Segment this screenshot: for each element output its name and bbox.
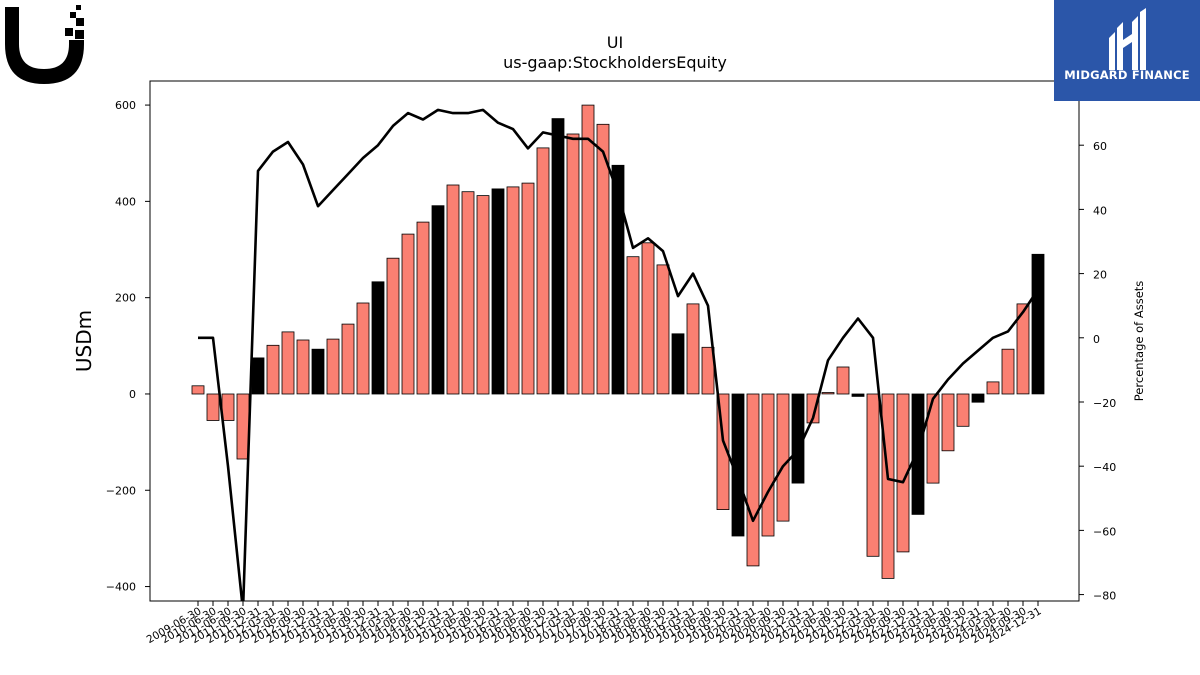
plot-frame	[149, 80, 1080, 602]
bar-2022-09-30	[896, 393, 910, 553]
bar-2009-06-30	[191, 385, 205, 395]
bar-2020-09-30	[776, 393, 790, 522]
x-axis: 2009-06-302010-06-302011-06-302011-09-30…	[145, 601, 1044, 646]
bar-2011-06-30	[221, 393, 235, 421]
y2-tick-label: 0	[1093, 333, 1100, 346]
y-tick-label: 600	[115, 99, 136, 112]
bar-2024-09-30	[1016, 303, 1030, 395]
bar-2011-09-30	[236, 393, 250, 460]
bar-2011-12-31	[251, 357, 265, 395]
bar-2018-06-30	[641, 242, 655, 395]
bar-2021-09-30	[836, 366, 850, 395]
bar-2015-12-31	[491, 188, 505, 395]
bar-2016-12-31	[551, 118, 565, 395]
bar-2018-09-30	[656, 264, 670, 395]
y-tick-label: −400	[106, 581, 136, 594]
bar-2023-03-31	[926, 393, 940, 484]
brand-logo: MIDGARD FINANCE	[1054, 0, 1200, 101]
y-tick-label: 200	[115, 292, 136, 305]
chart-title: UI	[607, 33, 623, 52]
bar-2016-03-31	[506, 186, 520, 395]
bar-2012-09-30	[296, 339, 310, 395]
y2-tick-label: 20	[1093, 269, 1107, 282]
bar-2014-03-31	[386, 257, 400, 395]
bar-2020-03-31	[746, 393, 760, 567]
bar-2014-06-30	[401, 233, 415, 395]
y2-tick-label: 60	[1093, 140, 1107, 153]
y2-tick-label: −40	[1093, 461, 1116, 474]
y2-tick-label: −60	[1093, 525, 1116, 538]
bar-2023-12-31	[971, 393, 985, 403]
bar-2014-12-31	[431, 205, 445, 395]
bar-2013-09-30	[356, 302, 370, 395]
bar-2021-06-30	[821, 392, 835, 395]
bar-2024-03-31	[986, 381, 1000, 395]
company-logo	[5, 5, 84, 84]
bar-2021-12-31	[851, 393, 865, 397]
brand-mark-icon	[1109, 8, 1146, 70]
y-tick-label: 0	[129, 388, 136, 401]
percentage-of-assets-line	[198, 108, 1040, 601]
bar-2010-06-30	[206, 393, 220, 421]
y2-tick-label: 40	[1093, 204, 1107, 217]
bar-2021-03-31	[806, 393, 820, 424]
y-axis-label: USDm	[72, 310, 96, 372]
bar-2023-09-30	[956, 393, 970, 427]
bar-2012-03-31	[266, 344, 280, 395]
bar-2023-06-30	[941, 393, 955, 452]
bar-2016-09-30	[536, 147, 550, 395]
y2-tick-label: −20	[1093, 397, 1116, 410]
bar-2022-03-31	[866, 393, 880, 557]
bar-2018-12-31	[671, 333, 685, 395]
y-axis-left: −400 −200 0 200 400 600	[106, 99, 150, 594]
y-tick-label: 400	[115, 195, 136, 208]
bar-2024-06-30	[1001, 348, 1015, 395]
y2-tick-label: −80	[1093, 590, 1116, 603]
brand-name: MIDGARD FINANCE	[1064, 68, 1190, 82]
bar-2016-06-30	[521, 182, 535, 395]
bar-2018-03-31	[626, 256, 640, 395]
bar-2012-06-30	[281, 331, 295, 395]
bar-2017-09-30	[596, 123, 610, 395]
bar-2017-12-31	[611, 164, 625, 395]
bar-2015-06-30	[461, 191, 475, 395]
bar-2013-12-31	[371, 281, 385, 395]
bar-2020-06-30	[761, 393, 775, 537]
y-tick-label: −200	[106, 484, 136, 497]
line-layer	[198, 108, 1040, 601]
bar-2019-03-31	[686, 303, 700, 395]
bar-2013-06-30	[341, 323, 355, 395]
bar-2015-03-31	[446, 184, 460, 395]
bar-2022-06-30	[881, 393, 895, 579]
y2-axis-label: Percentage of Assets	[1132, 281, 1146, 402]
bar-2017-06-30	[581, 104, 595, 395]
bar-2024-12-31	[1031, 253, 1045, 395]
bar-2015-09-30	[476, 195, 490, 395]
bars-layer	[191, 104, 1045, 579]
bar-2012-12-31	[311, 348, 325, 395]
bar-2014-09-30	[416, 221, 430, 395]
bar-2022-12-31	[911, 393, 925, 515]
y-axis-right: −80 −60 −40 −20 0 20 40 60	[1079, 140, 1116, 603]
bar-2013-03-31	[326, 338, 340, 395]
chart-subtitle: us-gaap:StockholdersEquity	[503, 53, 727, 72]
bar-2017-03-31	[566, 133, 580, 395]
